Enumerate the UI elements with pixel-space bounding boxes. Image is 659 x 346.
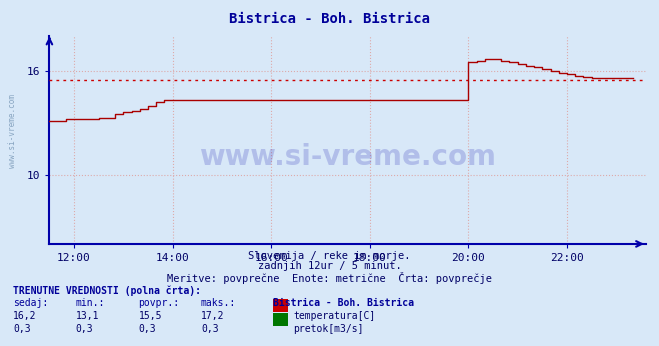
Text: 16,2: 16,2 <box>13 311 37 321</box>
Text: maks.:: maks.: <box>201 298 236 308</box>
Text: 15,5: 15,5 <box>138 311 162 321</box>
Text: Bistrica - Boh. Bistrica: Bistrica - Boh. Bistrica <box>273 298 415 308</box>
Text: Meritve: povprečne  Enote: metrične  Črta: povprečje: Meritve: povprečne Enote: metrične Črta:… <box>167 272 492 284</box>
Text: www.si-vreme.com: www.si-vreme.com <box>8 94 17 169</box>
Text: 0,3: 0,3 <box>13 324 31 334</box>
Text: pretok[m3/s]: pretok[m3/s] <box>293 324 364 334</box>
Text: povpr.:: povpr.: <box>138 298 179 308</box>
Text: 0,3: 0,3 <box>138 324 156 334</box>
Text: sedaj:: sedaj: <box>13 298 48 308</box>
Text: temperatura[C]: temperatura[C] <box>293 311 376 321</box>
Text: zadnjih 12ur / 5 minut.: zadnjih 12ur / 5 minut. <box>258 261 401 271</box>
Text: 13,1: 13,1 <box>76 311 100 321</box>
Text: TRENUTNE VREDNOSTI (polna črta):: TRENUTNE VREDNOSTI (polna črta): <box>13 285 201 296</box>
Text: 0,3: 0,3 <box>76 324 94 334</box>
Text: Slovenija / reke in morje.: Slovenija / reke in morje. <box>248 251 411 261</box>
Text: www.si-vreme.com: www.si-vreme.com <box>199 143 496 171</box>
Text: min.:: min.: <box>76 298 105 308</box>
Text: Bistrica - Boh. Bistrica: Bistrica - Boh. Bistrica <box>229 12 430 26</box>
Text: 0,3: 0,3 <box>201 324 219 334</box>
Text: 17,2: 17,2 <box>201 311 225 321</box>
